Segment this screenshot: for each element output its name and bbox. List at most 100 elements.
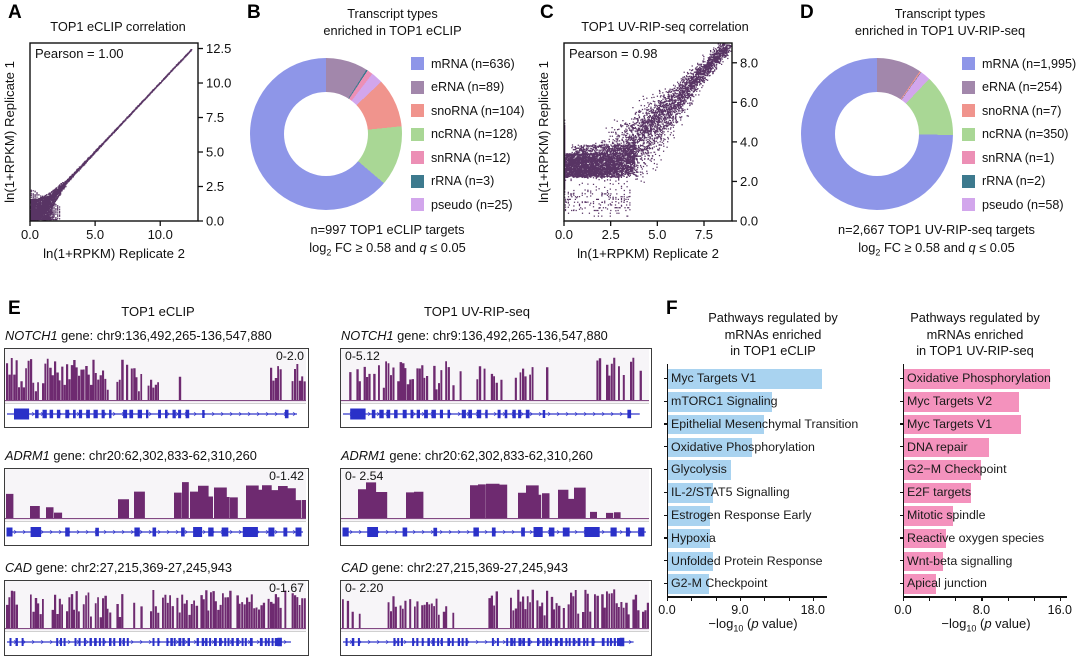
legend-item: snRNA (n=12) [411,146,524,170]
panel-f: F Pathways regulated by mRNAs enriched i… [658,298,1080,657]
coverage-peaks [6,590,306,628]
eclip-donut-caption-line1: n=997 TOP1 eCLIP targets [310,222,465,237]
bars-x-tick [739,596,742,601]
pathway-bar-label: Oxidative Phosphorylation [907,371,1051,386]
y-tick-label: 10.0 [206,76,231,91]
legend-label: eRNA (n=89) [431,80,505,95]
bars-x-tick-label: 8.0 [972,603,991,617]
gene-locus: gene: chr20:62,302,833-62,310,260 [385,448,593,463]
y-axis-label: ln(1+RPKM) Replicate 1 [4,61,17,203]
legend-label: ncRNA (n=350) [982,127,1069,142]
signal-baseline [5,628,306,630]
y-tick-label: 8.0 [740,55,758,70]
title-line: in TOP1 UV-RIP-seq [916,343,1034,359]
bars-x-tick [667,596,669,601]
legend-item: snoRNA (n=104) [411,99,524,123]
legend-swatch [411,104,424,118]
pathway-bar [668,369,822,389]
bars-y-axis [903,364,905,596]
uvrip-correlation-scatter: Pearson = 0.98 0.0 2.0 4.0 6.0 8.0 0.0 2.5 5.0 7.… [536,33,776,293]
legend-item: ncRNA (n=350) [962,123,1076,147]
gene-exons [14,408,289,420]
donut-hole [835,92,919,176]
legend-item: eRNA (n=89) [411,76,524,100]
legend-label: snRNA (n=12) [431,150,511,165]
bars-row-tick [900,514,903,516]
xlabel-paren: ( [743,616,752,631]
bars-x-tick-label: 18.0 [800,603,825,617]
notch1-uvrip-track: 0-5.12 [340,348,652,428]
track-separator [341,403,649,404]
bars-x-tick [1033,596,1035,601]
bars-x-tick [981,596,983,601]
panel-f-label: F [666,298,678,319]
legend-item: mRNA (n=1,995) [962,52,1076,76]
gene-locus: gene: chr2:27,215,369-27,245,943 [368,560,568,575]
legend-swatch [411,127,424,141]
pathway-bar-label: Myc Targets V1 [907,416,993,431]
eclip-scatter-svg: Pearson = 1.00 0.0 2.5 5.0 7.5 10.0 12.5 0.0 5.0… [2,41,231,261]
legend-swatch [962,57,975,71]
eclip-pathways-title: Pathways regulated by mRNAs enriched in … [683,310,863,360]
y-tick-label: 12.5 [206,41,231,56]
pathway-bar-label: Glycolysis [671,462,727,477]
track-svg [5,469,306,537]
y-tick-label: 0.0 [740,214,758,229]
track-separator [341,631,649,632]
pathway-bar-label: Estrogen Response Early [671,508,812,522]
caption-thresh: ≤ 0.05 [426,240,466,255]
legend-swatch [962,151,975,165]
pathway-bar [904,528,947,549]
x-tick-label: 2.5 [602,227,620,242]
track-separator [5,631,306,632]
bars-row-tick [664,583,667,585]
uvrip-pathways-title: Pathways regulated by mRNAs enriched in … [885,310,1065,360]
gene-intron-line [7,641,291,643]
pearson-annotation: Pearson = 0.98 [569,46,658,61]
panel-c: C TOP1 UV-RIP-seq correlation Pearson = … [528,0,782,296]
scatter-points [563,43,732,217]
adrm1-caption-left: ADRM1 gene: chr20:62,302,833-62,310,260 [5,448,257,463]
track-scale-label: 0-1.42 [269,469,304,483]
pathway-bar [904,437,990,458]
legend-swatch [411,80,424,94]
uvrip-column-header: TOP1 UV-RIP-seq [424,304,530,319]
legend-label: snoRNA (n=7) [982,103,1062,118]
title-line: mRNAs enriched [724,326,822,342]
legend-swatch [962,127,975,141]
track-scale-label: 0- 2.54 [345,469,384,483]
track-svg [341,349,649,420]
eclip-bars-xaxis-title: −log10 (p value) [678,616,828,634]
bars-x-axis [667,596,827,598]
legend-item: rRNA (n=3) [411,170,524,194]
coverage-peaks [6,358,306,400]
pathway-bar [904,392,1019,412]
pathway-bar-label: Apical junction [907,576,987,591]
bars-x-tick [929,596,931,601]
track-scale-label: 0-1.67 [269,581,304,595]
x-tick-label: 0.0 [555,227,573,242]
plot-frame [563,42,733,222]
panel-b: B Transcript types enriched in TOP1 eCLI… [240,0,535,296]
bars-row-tick [664,537,667,539]
caption-thresh: ≤ 0.05 [975,240,1015,255]
pathway-bar-label: mTORC1 Signaling [671,394,778,408]
cad-uvrip-track: 0- 2.20 [340,580,652,656]
pathway-bar-label: Oxidative Phosphorylation [671,439,815,454]
legend-label: snRNA (n=1) [982,150,1055,165]
x-axis-label: ln(1+RPKM) Replicate 2 [43,246,185,261]
bars-y-axis [667,364,669,596]
bars-x-tick-label: 16.0 [1047,603,1072,617]
panel-a-label: A [8,2,22,23]
xlabel-value: value) [991,616,1031,631]
pathway-bar-label: Myc Targets V2 [907,394,993,408]
bars-x-tick [788,596,790,601]
coverage-peaks [358,482,621,518]
pathway-bar [904,551,944,572]
legend-swatch [411,151,424,165]
bars-x-tick [1007,596,1009,601]
track-scale-label: 0-2.0 [275,349,304,363]
pathway-bar-label: Mitotic spindle [907,508,986,522]
pathway-bar [904,460,982,480]
